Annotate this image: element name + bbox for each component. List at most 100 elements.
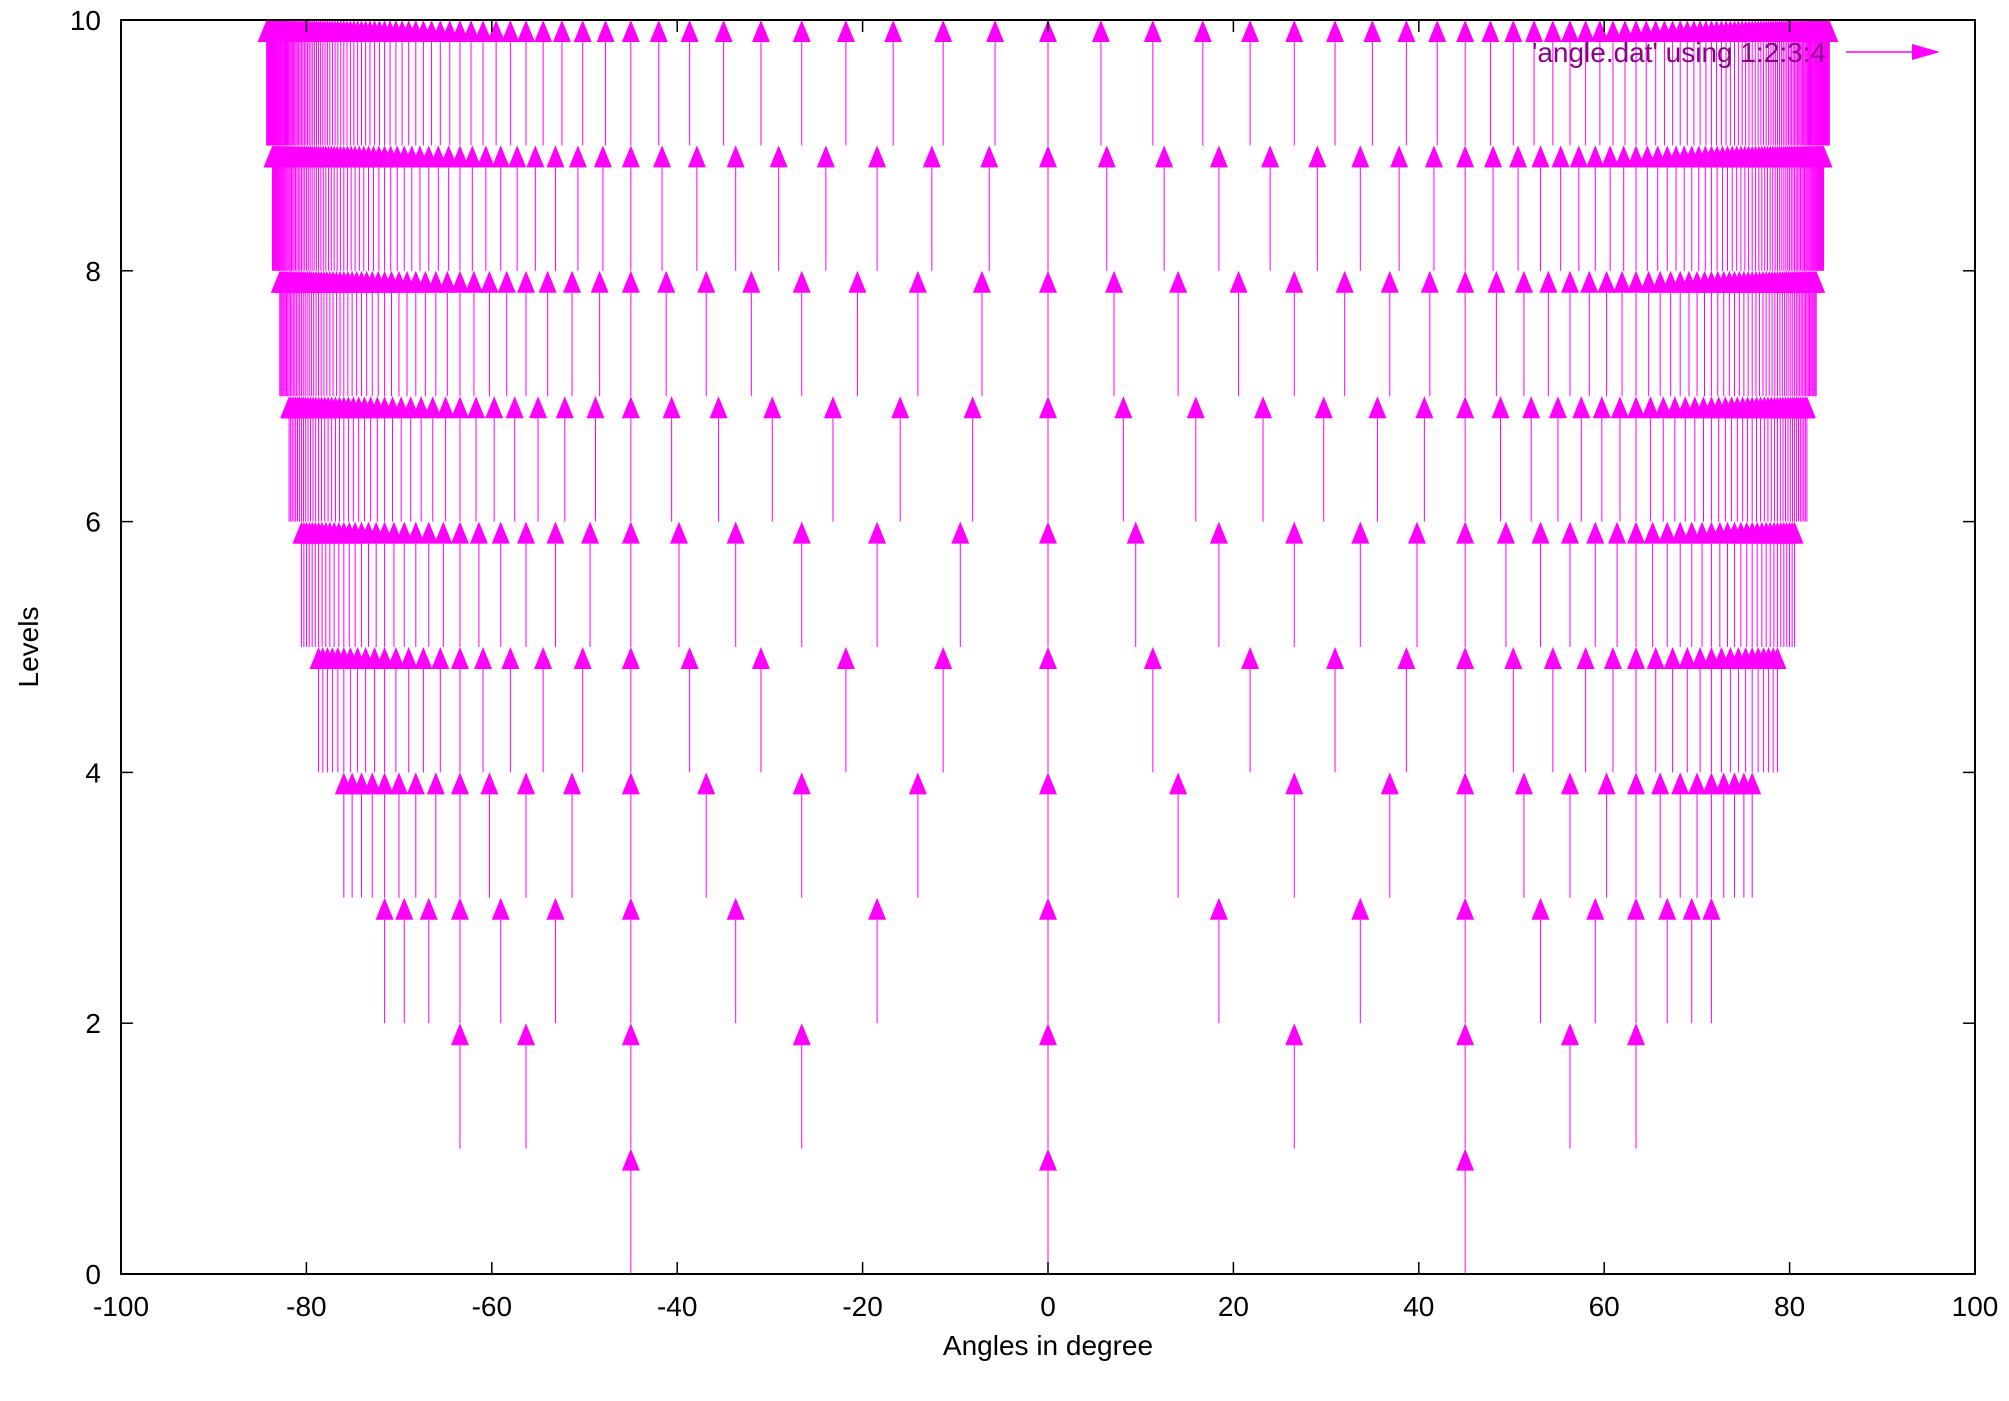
vector-arrow-head xyxy=(546,145,565,168)
vector-arrow-head xyxy=(1285,521,1304,544)
vector-arrow-head xyxy=(1509,145,1528,168)
vector-arrow-head xyxy=(1590,20,1609,42)
vector-arrow-head xyxy=(501,647,520,669)
vector-arrow-head xyxy=(1114,396,1133,419)
vector-arrow-head xyxy=(450,270,469,293)
vector-arrow-head xyxy=(552,20,571,42)
vector-arrow-head xyxy=(1601,145,1620,168)
vector-arrow-head xyxy=(621,1023,640,1046)
vector-arrow-head xyxy=(1580,270,1599,293)
vector-arrow-head xyxy=(517,270,536,293)
vector-arrow-head xyxy=(546,521,565,544)
vector-arrow-head xyxy=(1039,1023,1057,1046)
vector-arrow-head xyxy=(419,521,438,544)
vector-arrow-head xyxy=(1627,1023,1646,1046)
vector-arrow-head xyxy=(1586,897,1605,920)
vector-arrow-head xyxy=(1169,772,1188,795)
vector-arrow-head xyxy=(463,145,482,168)
vector-arrow-head xyxy=(1522,396,1541,419)
vector-arrow-head xyxy=(1702,772,1721,795)
vector-arrow-head xyxy=(816,145,835,168)
vector-arrow-head xyxy=(1743,772,1762,795)
vector-arrow-head xyxy=(868,521,887,544)
vector-arrow-head xyxy=(763,396,782,419)
vector-arrow-head xyxy=(568,145,587,168)
vector-arrow-head xyxy=(1209,145,1228,168)
vector-arrow-head xyxy=(1380,772,1399,795)
vector-arrow-head xyxy=(476,145,495,168)
vector-arrow-head xyxy=(908,772,927,795)
vector-arrow-head xyxy=(1603,647,1622,669)
legend-label: 'angle.dat' using 1:2:3:4 xyxy=(1532,37,1826,68)
vector-arrow-head xyxy=(389,772,408,795)
vector-arrow-head xyxy=(751,647,770,669)
vector-arrow-head xyxy=(1039,647,1057,669)
vector-arrow-head xyxy=(1691,647,1710,669)
vector-arrow-head xyxy=(491,521,510,544)
vector-arrow-head xyxy=(450,521,469,544)
vector-arrow-head xyxy=(868,897,887,920)
vector-arrow-head xyxy=(1560,772,1579,795)
vector-arrow-head xyxy=(501,20,520,42)
vector-arrow-head xyxy=(497,270,516,293)
vector-arrow-head xyxy=(980,145,999,168)
vector-arrow-head xyxy=(438,270,457,293)
y-tick-label: 2 xyxy=(85,1008,101,1039)
vector-arrow-head xyxy=(505,396,524,419)
vector-arrow-head xyxy=(792,270,811,293)
vector-arrow-head xyxy=(1143,647,1162,669)
vector-arrow-head xyxy=(1039,897,1057,920)
vector-arrow-head xyxy=(1646,647,1665,669)
vector-arrow-head xyxy=(621,270,640,293)
vector-arrow-head xyxy=(414,647,433,669)
vector-arrow-head xyxy=(621,396,640,419)
vector-arrow-head xyxy=(1496,521,1515,544)
vector-arrow-head xyxy=(1531,521,1550,544)
vector-arrow-head xyxy=(450,396,469,419)
vector-arrow-head xyxy=(836,647,855,669)
vector-arrow-head xyxy=(792,521,811,544)
y-tick-label: 10 xyxy=(70,5,101,36)
vector-arrow-head xyxy=(1039,1148,1057,1171)
y-tick-label: 0 xyxy=(85,1259,101,1290)
vector-arrow-head xyxy=(1603,20,1622,42)
vector-arrow-head xyxy=(1241,647,1260,669)
vector-arrow-head xyxy=(1658,521,1677,544)
vector-arrow-head xyxy=(450,897,469,920)
vector-arrow-head xyxy=(1039,396,1057,419)
vector-arrow-head xyxy=(563,772,582,795)
vector-arrow-head xyxy=(891,396,910,419)
vector-arrow-head xyxy=(467,396,486,419)
vector-arrow-head xyxy=(972,270,991,293)
vector-arrow-head xyxy=(1351,521,1370,544)
vector-arrow-head xyxy=(1308,145,1327,168)
x-tick-label: 60 xyxy=(1589,1291,1620,1322)
vector-arrow-head xyxy=(426,772,445,795)
vector-arrow-head xyxy=(474,20,493,42)
vector-arrow-head xyxy=(474,647,493,669)
vector-arrow-head xyxy=(1768,647,1787,669)
vector-arrow-head xyxy=(1380,270,1399,293)
vector-arrow-head xyxy=(586,396,605,419)
vector-arrow-head xyxy=(1415,396,1434,419)
y-axis-ticks: 0 2 4 6 8 10 xyxy=(70,5,1975,1290)
vector-arrow-head xyxy=(491,897,510,920)
vector-arrow-head xyxy=(1671,772,1690,795)
vector-arrow-head xyxy=(1643,521,1662,544)
vector-arrow-head xyxy=(1639,270,1658,293)
vector-arrow-head xyxy=(742,270,761,293)
vector-arrow-head xyxy=(406,772,425,795)
vector-arrow-head xyxy=(386,647,405,669)
vector-arrow-head xyxy=(1586,521,1605,544)
vector-arrow-head xyxy=(436,396,455,419)
vector-arrow-head xyxy=(1241,20,1260,42)
vector-arrow-head xyxy=(1229,270,1248,293)
vector-arrow-head xyxy=(1560,521,1579,544)
vector-arrow-head xyxy=(1543,647,1562,669)
vector-arrow-head xyxy=(1641,396,1660,419)
vector-arrow-head xyxy=(423,396,442,419)
vector-arrow-head xyxy=(662,396,681,419)
vector-arrow-head xyxy=(1285,772,1304,795)
vector-arrow-head xyxy=(670,521,689,544)
vector-arrow-head xyxy=(419,897,438,920)
